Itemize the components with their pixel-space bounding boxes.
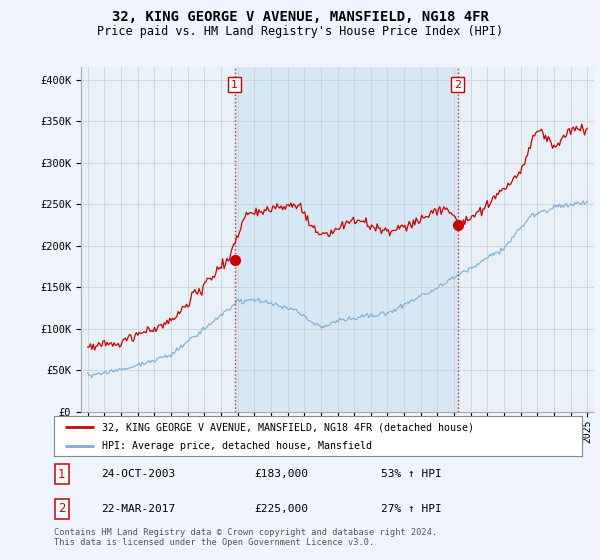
Text: Contains HM Land Registry data © Crown copyright and database right 2024.
This d: Contains HM Land Registry data © Crown c… xyxy=(54,528,437,547)
Text: 1: 1 xyxy=(231,80,238,90)
Text: 32, KING GEORGE V AVENUE, MANSFIELD, NG18 4FR (detached house): 32, KING GEORGE V AVENUE, MANSFIELD, NG1… xyxy=(101,422,473,432)
Text: 32, KING GEORGE V AVENUE, MANSFIELD, NG18 4FR: 32, KING GEORGE V AVENUE, MANSFIELD, NG1… xyxy=(112,10,488,24)
Text: £183,000: £183,000 xyxy=(254,469,308,479)
Text: £225,000: £225,000 xyxy=(254,504,308,514)
Text: Price paid vs. HM Land Registry's House Price Index (HPI): Price paid vs. HM Land Registry's House … xyxy=(97,25,503,38)
Bar xyxy=(235,67,458,412)
Text: 2: 2 xyxy=(454,80,461,90)
Text: 27% ↑ HPI: 27% ↑ HPI xyxy=(382,504,442,514)
Text: 1: 1 xyxy=(58,468,65,480)
Text: 53% ↑ HPI: 53% ↑ HPI xyxy=(382,469,442,479)
Text: 24-OCT-2003: 24-OCT-2003 xyxy=(101,469,176,479)
Text: 22-MAR-2017: 22-MAR-2017 xyxy=(101,504,176,514)
Text: 2: 2 xyxy=(58,502,65,515)
Text: HPI: Average price, detached house, Mansfield: HPI: Average price, detached house, Mans… xyxy=(101,441,371,451)
